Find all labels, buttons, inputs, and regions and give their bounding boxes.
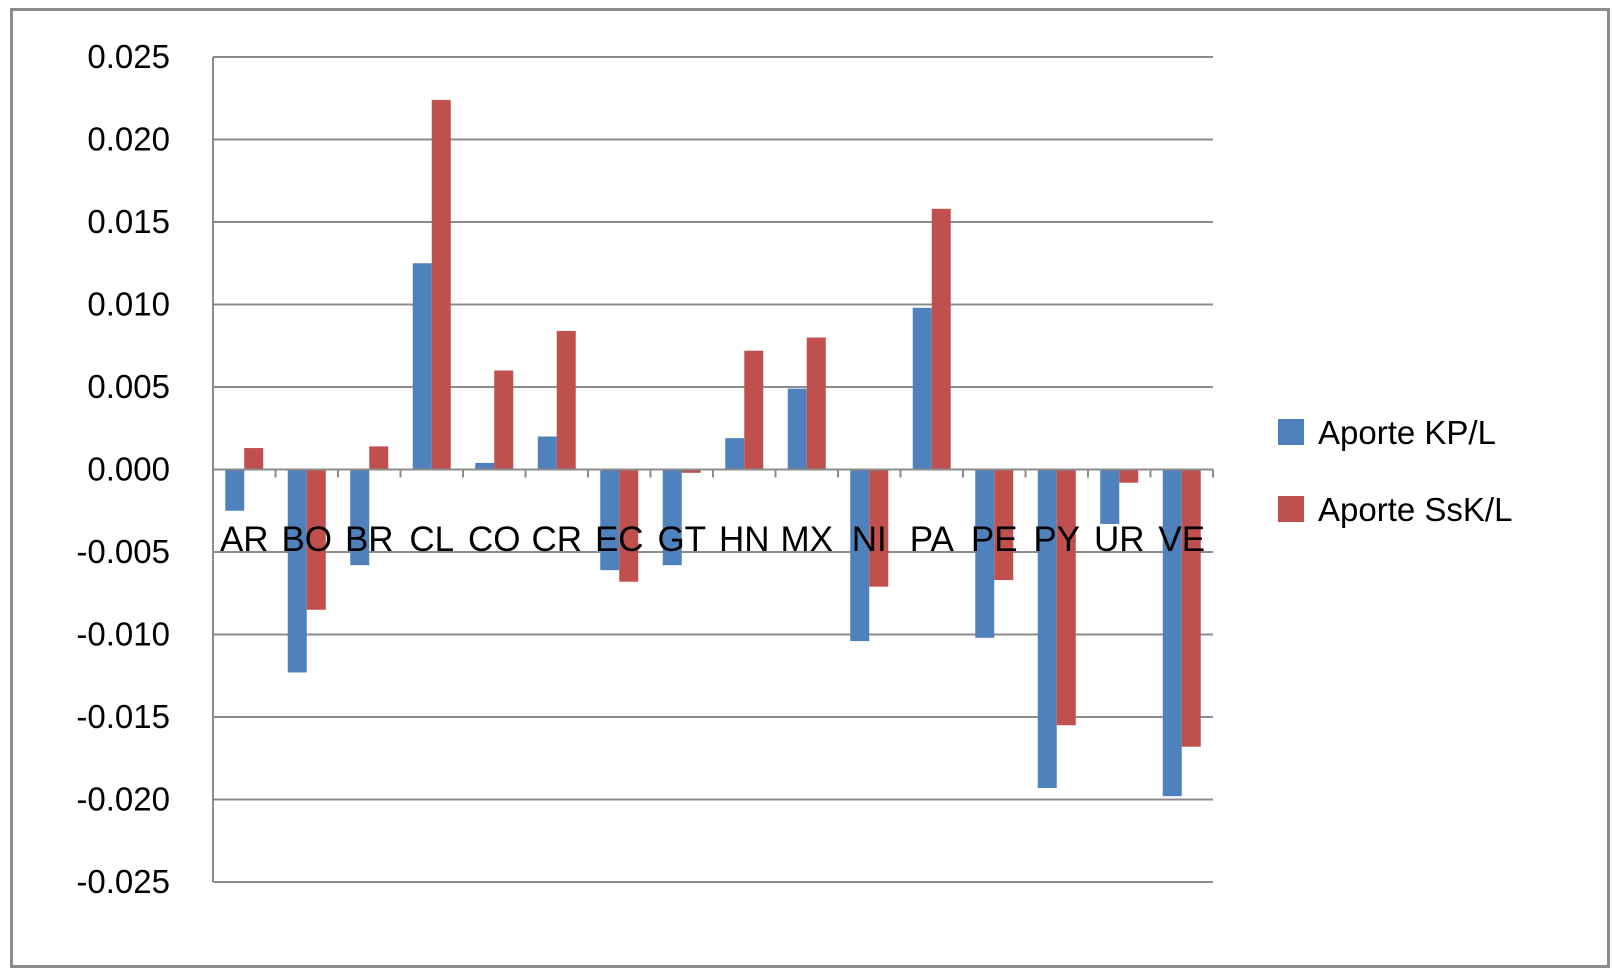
bar-aporte-ssk-l-mx xyxy=(806,337,826,470)
x-tick-labels: AR BO BR CL CO CR EC GT HN MX NI PA PE PY UR VE xyxy=(220,520,1205,559)
bar-aporte-ssk-l-ec xyxy=(619,469,639,582)
x-tick-label: NI xyxy=(852,520,887,559)
chart-frame xyxy=(10,8,1610,968)
bar-aporte-kp-l-py xyxy=(1037,469,1057,788)
y-tick-label: -0.025 xyxy=(76,863,170,900)
bars xyxy=(225,99,1201,797)
y-tick-label: -0.010 xyxy=(76,616,170,653)
x-tick-label: EC xyxy=(595,520,644,559)
bar-aporte-kp-l-ar xyxy=(225,469,245,511)
bar-aporte-ssk-l-pa xyxy=(931,208,951,470)
legend: Aporte KP/L Aporte SsK/L xyxy=(1278,414,1512,528)
y-tick-labels: 0.025 0.020 0.015 0.010 0.005 0.000 -0.005 -0.0… xyxy=(76,38,170,900)
y-tick-label: 0.010 xyxy=(87,286,170,323)
x-tick-label: UR xyxy=(1094,520,1145,559)
x-tick-label: CL xyxy=(409,520,454,559)
bar-aporte-kp-l-hn xyxy=(725,438,745,470)
bar-aporte-kp-l-mx xyxy=(787,388,807,470)
bar-aporte-ssk-l-gt xyxy=(681,469,701,473)
bar-aporte-kp-l-pa xyxy=(912,307,932,470)
bar-aporte-ssk-l-co xyxy=(494,370,514,470)
bar-aporte-ssk-l-cl xyxy=(431,99,451,470)
bar-aporte-kp-l-br xyxy=(350,469,370,566)
bar-aporte-ssk-l-ve xyxy=(1181,469,1201,747)
x-tick-label: PE xyxy=(971,520,1018,559)
legend-swatch xyxy=(1278,419,1304,445)
bar-aporte-kp-l-ur xyxy=(1100,469,1120,524)
x-tick-label: CO xyxy=(468,520,521,559)
y-tick-label: 0.025 xyxy=(87,38,170,75)
legend-label: Aporte KP/L xyxy=(1318,414,1496,451)
bar-aporte-kp-l-gt xyxy=(662,469,682,566)
y-tick-label: 0.005 xyxy=(87,368,170,405)
x-tick-label: BR xyxy=(345,520,394,559)
x-tick-label: MX xyxy=(781,520,834,559)
bar-aporte-ssk-l-br xyxy=(369,446,389,470)
bar-aporte-kp-l-pe xyxy=(975,469,995,638)
x-tick-label: CR xyxy=(531,520,582,559)
x-tick-label: BO xyxy=(281,520,332,559)
bar-aporte-ssk-l-ar xyxy=(244,448,264,470)
bar-aporte-ssk-l-pe xyxy=(994,469,1014,581)
bar-aporte-kp-l-ve xyxy=(1162,469,1182,797)
x-tick-label: AR xyxy=(220,520,269,559)
bar-aporte-ssk-l-ur xyxy=(1119,469,1139,483)
bar-aporte-ssk-l-ni xyxy=(869,469,889,587)
x-tick-label: HN xyxy=(719,520,770,559)
y-tick-label: 0.000 xyxy=(87,451,170,488)
y-tick-label: -0.020 xyxy=(76,781,170,818)
x-tick-label: VE xyxy=(1158,520,1205,559)
axes xyxy=(212,57,1214,882)
bar-aporte-kp-l-cr xyxy=(537,436,557,470)
y-tick-label: 0.020 xyxy=(87,121,170,158)
bar-aporte-ssk-l-cr xyxy=(556,330,576,470)
x-tick-label: GT xyxy=(657,520,706,559)
legend-label: Aporte SsK/L xyxy=(1318,491,1512,528)
x-tick-label: PA xyxy=(910,520,955,559)
bar-aporte-ssk-l-py xyxy=(1056,469,1076,726)
x-tick-label: PY xyxy=(1033,520,1080,559)
y-tick-label: 0.015 xyxy=(87,203,170,240)
bar-aporte-kp-l-cl xyxy=(412,263,432,470)
bar-aporte-ssk-l-hn xyxy=(744,350,764,470)
bar-aporte-kp-l-ec xyxy=(600,469,620,571)
y-tick-label: -0.015 xyxy=(76,698,170,735)
bar-aporte-kp-l-ni xyxy=(850,469,870,642)
bar-aporte-ssk-l-bo xyxy=(306,469,326,610)
y-tick-label: -0.005 xyxy=(76,533,170,570)
legend-swatch xyxy=(1278,496,1304,522)
bar-aporte-kp-l-bo xyxy=(287,469,307,673)
bar-aporte-kp-l-co xyxy=(475,462,495,470)
